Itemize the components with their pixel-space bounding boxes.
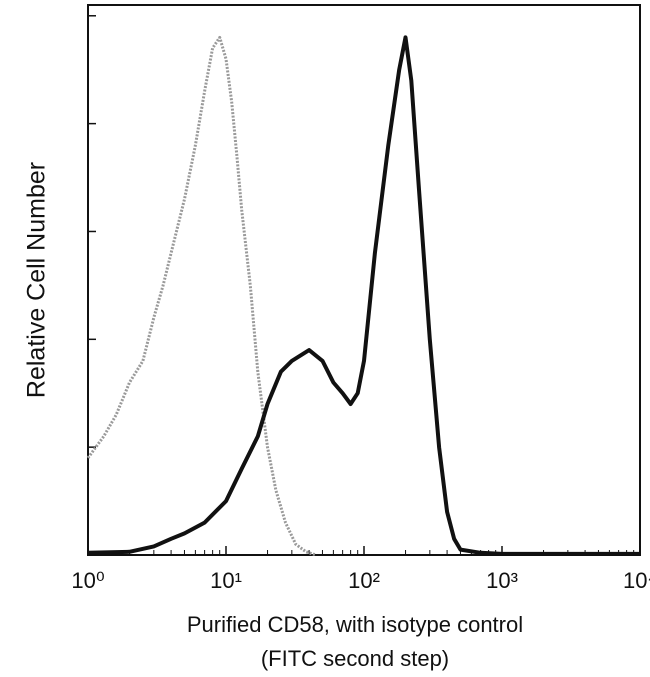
- x-tick-label: 10²: [348, 568, 380, 593]
- x-tick-label: 10³: [486, 568, 518, 593]
- series-line: [87, 35, 640, 556]
- plot-frame: [87, 4, 641, 556]
- series-line: [86, 35, 317, 557]
- y-axis-label: Relative Cell Number: [23, 162, 51, 398]
- x-tick-label: 10¹: [210, 568, 242, 593]
- x-axis-label: (FITC second step): [261, 646, 449, 671]
- x-tick-label: 10⁰: [71, 568, 104, 593]
- x-axis-label: Purified CD58, with isotype control: [187, 612, 523, 637]
- x-tick-label: 10⁴: [623, 568, 650, 593]
